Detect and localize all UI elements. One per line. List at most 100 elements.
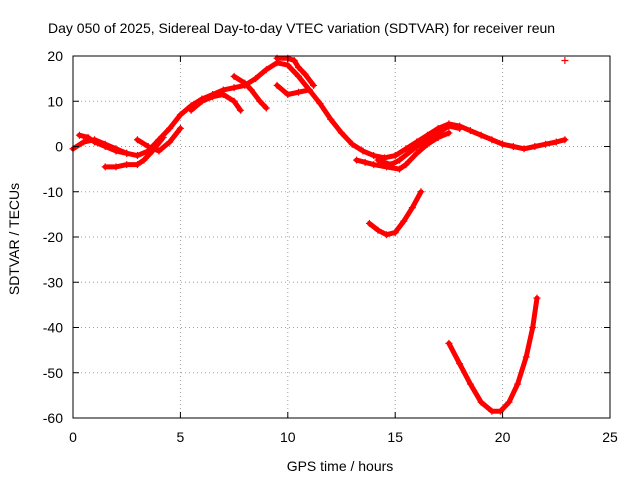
data-point [434,129,442,137]
data-point [413,149,421,157]
data-point [477,398,485,406]
series-arc-2 [75,131,131,157]
data-point [133,152,141,160]
data-point [395,165,403,173]
data-point [273,81,281,89]
data-point [301,70,309,78]
data-point [144,143,152,150]
data-point [496,407,504,415]
x-tick-label: 10 [280,429,296,445]
data-point [305,86,313,94]
chart-title: Day 050 of 2025, Sidereal Day-to-day VTE… [48,20,555,36]
data-point [417,188,425,196]
x-tick-label: 15 [387,429,403,445]
y-tick-label: -60 [43,410,63,426]
y-axis-label: SDTVAR / TECUs [6,183,22,295]
y-tick-label: 20 [47,48,63,64]
data-point [284,90,292,98]
data-point [413,143,421,150]
y-tick-label: -20 [43,229,63,245]
data-point [542,140,550,148]
series-arc-10 [374,122,464,169]
data-point [310,81,318,89]
data-point [252,75,260,83]
data-point [370,152,378,160]
data-point [445,339,453,347]
data-point [400,217,408,225]
data-point [230,72,238,80]
grid [73,56,610,418]
data-point [456,360,464,368]
y-tick-label: -50 [43,365,63,381]
series-arc-5 [187,90,245,114]
data-point [176,124,184,132]
data-point [237,106,245,114]
data-point [166,124,174,132]
data-point [361,158,369,166]
data-point [365,219,373,227]
data-point [101,143,109,150]
data-point [166,138,174,146]
data-point [155,147,163,155]
series-band [274,82,312,97]
data-point [247,86,255,94]
data-point [230,97,238,105]
y-tick-label: -40 [43,320,63,336]
series-arc-11 [365,188,425,239]
x-tick-label: 0 [69,429,77,445]
data-point [209,93,217,101]
series-arc-9 [353,129,453,173]
data-point [391,228,399,236]
data-point [505,398,513,406]
data-point [327,115,335,123]
data-point [159,133,167,141]
data-point [219,90,227,98]
series-arc-12 [445,294,541,415]
x-tick-label: 25 [602,429,618,445]
data-point [101,163,109,171]
data-point [241,79,249,87]
data-point [529,324,537,331]
series-arc-4 [133,124,184,155]
data-point [123,161,131,169]
y-tick-label: 0 [55,139,63,155]
data-point [133,136,141,144]
x-tick-label: 20 [495,429,511,445]
y-tick-label: 10 [47,93,63,109]
data-point [80,138,88,146]
data-point [262,104,270,112]
data-point [338,129,345,137]
data-point [176,111,184,119]
series-arc-6 [230,72,270,112]
data-point [514,380,522,388]
data-point [75,131,83,139]
data-point [488,136,496,144]
data-point [531,143,539,150]
data-point [552,138,560,146]
data-point [262,66,270,74]
x-ticks: 0 5 10 15 20 25 [69,56,618,445]
series-outlier [561,57,569,65]
data-point [445,129,453,137]
data-point [533,294,541,302]
series-band [354,130,452,172]
data-point [295,88,303,96]
series-arc-8 [273,81,313,98]
data-point [123,149,131,157]
data-point [316,100,324,108]
data-point [520,145,528,153]
data-point [387,161,395,169]
y-ticks: 20 10 0 -10 -20 -30 -40 -50 -60 [43,48,610,426]
data-point [359,147,367,155]
data-point [348,140,356,148]
series-arc-7 [273,54,318,89]
data-point [477,131,485,139]
data-point [383,231,391,239]
data-point [456,124,464,132]
data-point [561,136,569,144]
data-point [353,156,361,164]
data-point [370,161,378,169]
data-point [374,156,382,164]
series-band [446,295,540,414]
